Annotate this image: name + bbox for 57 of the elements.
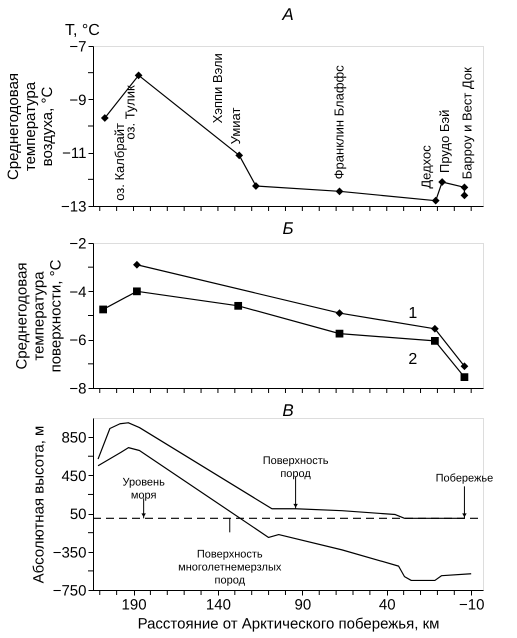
point xyxy=(336,330,344,338)
x-axis-title: Расстояние от Арктического побережья, км xyxy=(138,616,440,632)
y-tick-label: −750 xyxy=(52,582,86,600)
annotation: Дедхос xyxy=(418,144,434,189)
y-axis-title: Среднегодовая температура воздуха, °C xyxy=(5,72,56,180)
chart-title: В xyxy=(282,401,294,420)
y-tick-label: 450 xyxy=(61,468,86,485)
y-tick-label: −7 xyxy=(69,38,86,56)
y-tick-label: 50 xyxy=(70,506,86,524)
annotation: Поверхность пород xyxy=(262,454,329,480)
point xyxy=(252,182,260,190)
y-axis-title: Абсолютная высота, м xyxy=(30,426,48,584)
point xyxy=(460,183,468,192)
point xyxy=(100,114,109,122)
point xyxy=(133,287,141,296)
point xyxy=(431,324,439,333)
annotation: Франклин Блаффс xyxy=(331,64,346,180)
y-tick-label: 850 xyxy=(61,430,86,447)
x-tick-label: 90 xyxy=(294,596,312,614)
point xyxy=(133,260,141,269)
point xyxy=(460,362,468,370)
annotation: Уровень моря xyxy=(122,476,166,502)
point xyxy=(336,187,344,196)
point xyxy=(134,71,142,80)
point xyxy=(336,309,344,317)
y-tick-label: −8 xyxy=(69,380,86,398)
y-tick-label: −11 xyxy=(62,145,86,162)
point xyxy=(234,302,242,310)
x-tick-label: 140 xyxy=(206,596,231,614)
point xyxy=(438,178,446,186)
y-tick-label: −9 xyxy=(69,92,86,109)
annotation: Хэппи Вэли xyxy=(210,53,226,124)
chart-title: A xyxy=(281,5,294,24)
y-tick-label: −13 xyxy=(61,198,86,216)
series-label: 2 xyxy=(408,350,418,368)
y-tick-label: −350 xyxy=(52,544,86,562)
annotation: Умиат xyxy=(228,108,244,144)
point xyxy=(460,373,468,381)
annotation: Барроу и Вест Док xyxy=(459,66,474,180)
y-axis-title: Среднегодовая температура поверхности, °C xyxy=(13,259,64,372)
annotation: Прудо Бэй xyxy=(437,110,452,173)
y-tick-label: −2 xyxy=(69,236,86,252)
x-tick-label: 40 xyxy=(378,596,396,614)
point xyxy=(431,337,439,345)
point xyxy=(460,191,468,200)
point xyxy=(235,151,244,160)
text: T, °C xyxy=(65,22,100,39)
annotation: Побережье xyxy=(436,472,494,484)
y-tick-label: −6 xyxy=(69,332,86,350)
chart-title: Б xyxy=(282,219,294,238)
x-tick-label: −10 xyxy=(458,596,484,614)
point xyxy=(432,196,440,205)
x-tick-label: 190 xyxy=(122,596,147,614)
point xyxy=(99,306,108,314)
y-tick-label: −4 xyxy=(69,284,86,301)
series-label: 1 xyxy=(408,304,418,322)
annotation: Поверхность многолетнемерзлых пород xyxy=(178,548,282,586)
